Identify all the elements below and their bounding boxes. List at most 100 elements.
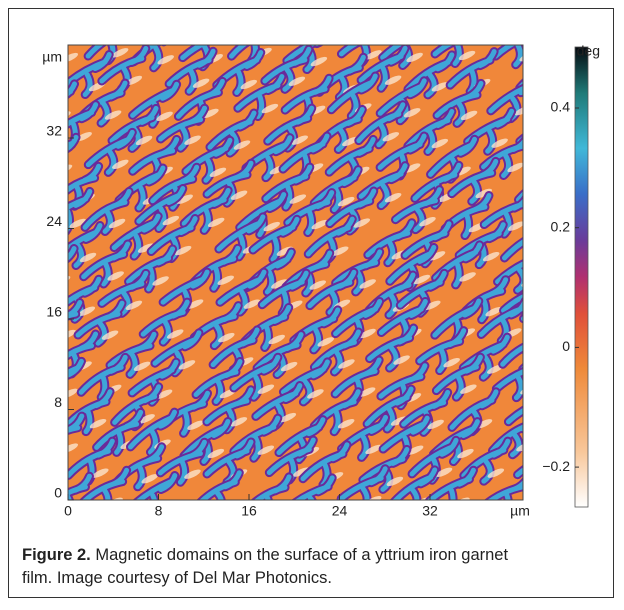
highlight (458, 50, 476, 61)
domain (107, 331, 157, 377)
highlight (542, 78, 561, 91)
domain (493, 369, 523, 401)
domain (111, 213, 161, 259)
highlight (457, 448, 474, 459)
highlight (527, 249, 546, 262)
domain (515, 191, 523, 203)
domain (217, 269, 267, 315)
highlight (69, 218, 87, 229)
highlight (184, 469, 201, 479)
domain (135, 473, 178, 500)
y-tick-label: 16 (46, 304, 62, 320)
domain-wall (68, 244, 79, 264)
domain-wall (515, 133, 523, 147)
domain (231, 354, 281, 400)
x-unit: µm (510, 503, 530, 519)
caption-text: Magnetic domains on the surface of a ytt… (22, 546, 509, 587)
highlight (531, 416, 550, 429)
highlight (382, 132, 400, 142)
highlight (89, 418, 107, 429)
highlight (111, 48, 129, 58)
highlight (485, 307, 502, 317)
domain (253, 474, 292, 500)
highlight (207, 217, 225, 228)
highlight (174, 245, 192, 256)
domain (68, 358, 84, 378)
highlight (280, 361, 298, 372)
domain (501, 294, 523, 322)
domain (94, 409, 144, 455)
highlight (443, 357, 460, 368)
domain (490, 424, 523, 458)
highlight (108, 218, 126, 229)
colorbar (574, 46, 589, 508)
domain-wall (513, 188, 523, 205)
domain (367, 325, 417, 371)
domain (68, 413, 85, 433)
colorbar-tick-label: −0.2 (542, 458, 570, 474)
x-tick-label: 24 (332, 503, 348, 519)
domain (216, 214, 266, 260)
highlight (419, 216, 436, 227)
highlight (125, 75, 143, 86)
domain (181, 187, 231, 233)
highlight (166, 329, 184, 339)
highlight (268, 502, 287, 515)
highlight (309, 280, 326, 290)
domain (517, 135, 523, 145)
highlight (178, 360, 196, 370)
domain (231, 415, 281, 461)
highlight (271, 279, 288, 289)
highlight (384, 75, 402, 85)
highlight (230, 190, 248, 200)
y-tick-label: 32 (46, 123, 62, 139)
colorbar-unit: deg (577, 43, 600, 59)
y-tick-label: 0 (54, 485, 62, 501)
domain (199, 470, 242, 500)
highlight (78, 306, 96, 316)
highlight (507, 162, 523, 173)
highlight (104, 110, 122, 120)
highlight (184, 135, 201, 145)
domain (515, 467, 523, 478)
domain (392, 187, 442, 233)
domain (358, 163, 408, 209)
highlight (209, 167, 227, 177)
caption-label: Figure 2. (22, 546, 91, 564)
highlight (112, 159, 129, 170)
highlight (186, 299, 204, 309)
domain-wall (515, 78, 523, 93)
figure-frame (8, 8, 614, 598)
domain (152, 330, 202, 376)
highlight (162, 215, 180, 226)
domain (262, 46, 312, 92)
highlight (293, 467, 310, 477)
domain (68, 246, 77, 261)
figure: deg 0 8 16 24 32 µm 0 8 16 24 32 µm 0.4 0.2 0 −0.2 (42, 43, 600, 519)
highlight (393, 355, 410, 365)
highlight (406, 52, 423, 63)
highlight (133, 361, 151, 372)
highlight (125, 300, 143, 311)
domain (193, 359, 243, 405)
domain (433, 354, 483, 400)
x-tick-label: 16 (241, 503, 257, 519)
highlight (233, 140, 251, 150)
highlight (101, 330, 119, 340)
highlight (331, 246, 349, 256)
highlight (353, 218, 371, 228)
domain (358, 45, 408, 91)
highlight (487, 468, 505, 478)
highlight (431, 82, 449, 92)
highlight (202, 108, 219, 119)
highlight (359, 279, 376, 289)
highlight (482, 251, 500, 262)
domain (392, 467, 438, 500)
domain (68, 81, 78, 97)
highlight (68, 443, 79, 453)
domain (166, 48, 216, 94)
highlight (137, 243, 155, 253)
highlight (192, 78, 210, 88)
highlight (403, 108, 421, 118)
